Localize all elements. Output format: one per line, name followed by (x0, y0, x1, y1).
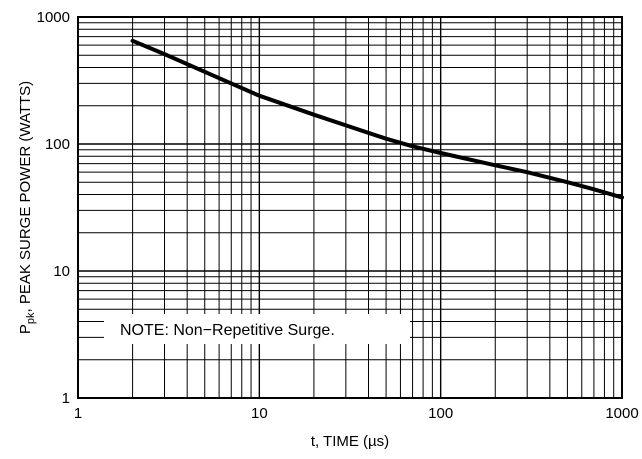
x-axis-title: t, TIME (µs) (311, 433, 389, 450)
y-axis-title-symbol: P (17, 324, 34, 334)
y-tick-label: 1 (62, 390, 70, 407)
y-axis-title-subscript: pk (25, 312, 37, 324)
x-tick-label: 100 (428, 405, 453, 422)
annotation-box (104, 314, 410, 344)
x-tick-label: 1000 (605, 405, 638, 422)
y-tick-label: 1000 (37, 9, 70, 26)
x-tick-label: 1 (74, 405, 82, 422)
x-tick-label: 10 (251, 405, 268, 422)
y-tick-label: 10 (53, 263, 70, 280)
y-axis-title-text: , PEAK SURGE POWER (WATTS) (17, 81, 34, 313)
tick-labels: 1 10 100 1000 1 10 100 1000 (37, 9, 639, 422)
annotation-text: NOTE: Non−Repetitive Surge. (120, 322, 335, 339)
series-line (130, 38, 624, 200)
plot-frame (77, 16, 623, 399)
y-axis-title: Ppk, PEAK SURGE POWER (WATTS) (17, 81, 37, 334)
y-tick-label: 100 (45, 136, 70, 153)
